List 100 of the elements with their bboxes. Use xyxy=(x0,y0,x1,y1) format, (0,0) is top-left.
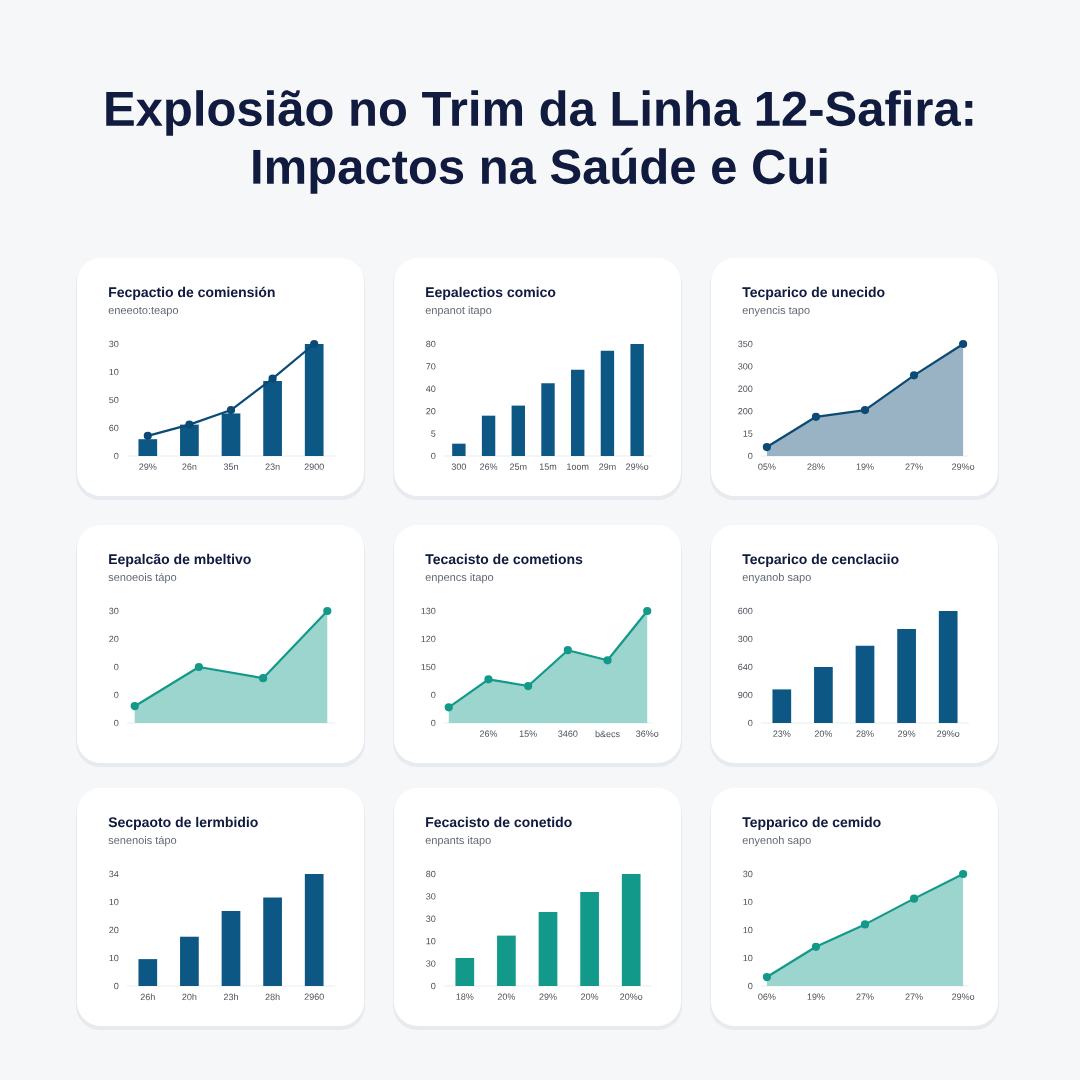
chart-subtitle: senoeois tápo xyxy=(108,572,177,584)
point xyxy=(643,606,652,616)
text: 0 xyxy=(114,452,119,460)
point xyxy=(860,405,870,415)
text: 600 xyxy=(738,607,753,615)
text: 5 xyxy=(431,430,436,437)
chart-title: Eepalectios comico xyxy=(426,286,556,300)
x-tick-label: 36%o xyxy=(636,730,659,737)
x-tick-label: 29% xyxy=(139,463,157,470)
text: 10 xyxy=(743,926,753,934)
x-tick-label: 26% xyxy=(480,463,498,470)
text: 0 xyxy=(114,719,119,727)
chart-title: Eepalcão de mbeltivo xyxy=(109,553,251,567)
text: 10 xyxy=(743,898,753,906)
x-tick-label: 26n xyxy=(182,463,197,470)
point xyxy=(310,339,319,349)
point xyxy=(762,442,771,452)
x-tick-label: 20%o xyxy=(620,993,643,1000)
x-tick-label: 29%o xyxy=(937,730,960,737)
point xyxy=(959,869,968,879)
bar xyxy=(452,443,466,456)
bar xyxy=(304,874,324,986)
x-tick-label: 29%o xyxy=(952,993,975,1000)
text: 0 xyxy=(431,719,436,727)
bar xyxy=(138,439,158,456)
text: 150 xyxy=(421,663,436,671)
chart-subtitle: senenois tápo xyxy=(108,835,177,847)
x-tick-label: 29m xyxy=(599,463,616,470)
point xyxy=(444,703,453,712)
point xyxy=(226,405,236,415)
text: 200 xyxy=(738,385,753,392)
point xyxy=(143,431,152,440)
bar xyxy=(263,897,282,986)
text: 10 xyxy=(109,954,119,962)
x-tick-label: 23n xyxy=(265,463,280,470)
x-tick-label: 2900 xyxy=(304,463,324,470)
point xyxy=(603,656,612,665)
x-tick-label: 29%o xyxy=(626,463,649,470)
x-tick-label: 28% xyxy=(856,730,874,737)
text: 640 xyxy=(738,663,753,671)
point xyxy=(909,894,919,903)
bar xyxy=(538,912,558,986)
bar xyxy=(497,935,516,986)
text: 10 xyxy=(426,938,436,945)
text: 200 xyxy=(738,408,753,415)
bar xyxy=(221,413,241,456)
text: 50 xyxy=(109,396,119,404)
bar xyxy=(511,405,525,456)
x-tick-label: 26% xyxy=(479,730,498,737)
text: 300 xyxy=(738,363,753,370)
chart-subtitle: enyencis tapo xyxy=(742,306,810,317)
x-tick-label: 300 xyxy=(451,463,467,470)
chart-title: Fecpactio de comiensión xyxy=(109,286,275,300)
text: 30 xyxy=(426,960,436,967)
text: 20 xyxy=(109,635,119,643)
chart-subtitle: eneeoto:teapo xyxy=(108,306,179,317)
text: 0 xyxy=(748,719,753,727)
text: 30 xyxy=(109,340,119,348)
x-tick-label: 29%o xyxy=(952,463,975,470)
bar xyxy=(897,628,916,723)
x-tick-label: 05% xyxy=(758,463,776,470)
bar xyxy=(541,383,555,456)
bar xyxy=(855,645,875,723)
text: 34 xyxy=(109,870,119,878)
x-tick-label: 29% xyxy=(898,730,916,737)
bar xyxy=(772,689,792,723)
x-tick-label: b&ecs xyxy=(595,730,620,738)
point xyxy=(959,339,968,349)
x-tick-label: 27% xyxy=(905,993,923,1000)
x-tick-label: 35n xyxy=(223,463,238,470)
bar xyxy=(630,343,644,456)
chart-subtitle: enyanob sapo xyxy=(742,573,811,584)
text: 0 xyxy=(114,691,119,699)
text: 0 xyxy=(431,452,436,460)
chart-title: Secpaoto de lermbidio xyxy=(108,816,258,830)
x-tick-label: 20% xyxy=(814,730,833,737)
text: 900 xyxy=(738,691,753,699)
chart-title: Fecacisto de conetido xyxy=(426,816,572,828)
x-tick-label: 3460 xyxy=(558,730,578,737)
text: 80 xyxy=(426,870,436,878)
point xyxy=(130,702,139,711)
x-tick-label: 1oom xyxy=(567,463,589,470)
bar xyxy=(938,610,958,723)
x-tick-label: 18% xyxy=(456,993,474,1000)
point xyxy=(323,606,332,616)
bar xyxy=(304,343,324,456)
x-tick-label: 20% xyxy=(581,993,599,1000)
x-tick-label: 27% xyxy=(905,463,923,470)
point xyxy=(811,942,821,951)
text: Explosião no Trim da Linha 12-Safira: Impactos na Saúde e Cui xyxy=(106,90,973,194)
text: 0 xyxy=(748,982,753,990)
chart-subtitle: enyenoh sapo xyxy=(742,836,811,847)
x-tick-label: 25m xyxy=(509,463,527,470)
text: 0 xyxy=(748,452,753,460)
text: 15 xyxy=(743,430,753,437)
x-tick-label: 19% xyxy=(807,993,825,1000)
bar xyxy=(814,667,833,723)
chart-subtitle: enpants itapo xyxy=(425,836,491,847)
bar xyxy=(600,350,615,456)
x-tick-label: 28h xyxy=(265,993,280,1001)
